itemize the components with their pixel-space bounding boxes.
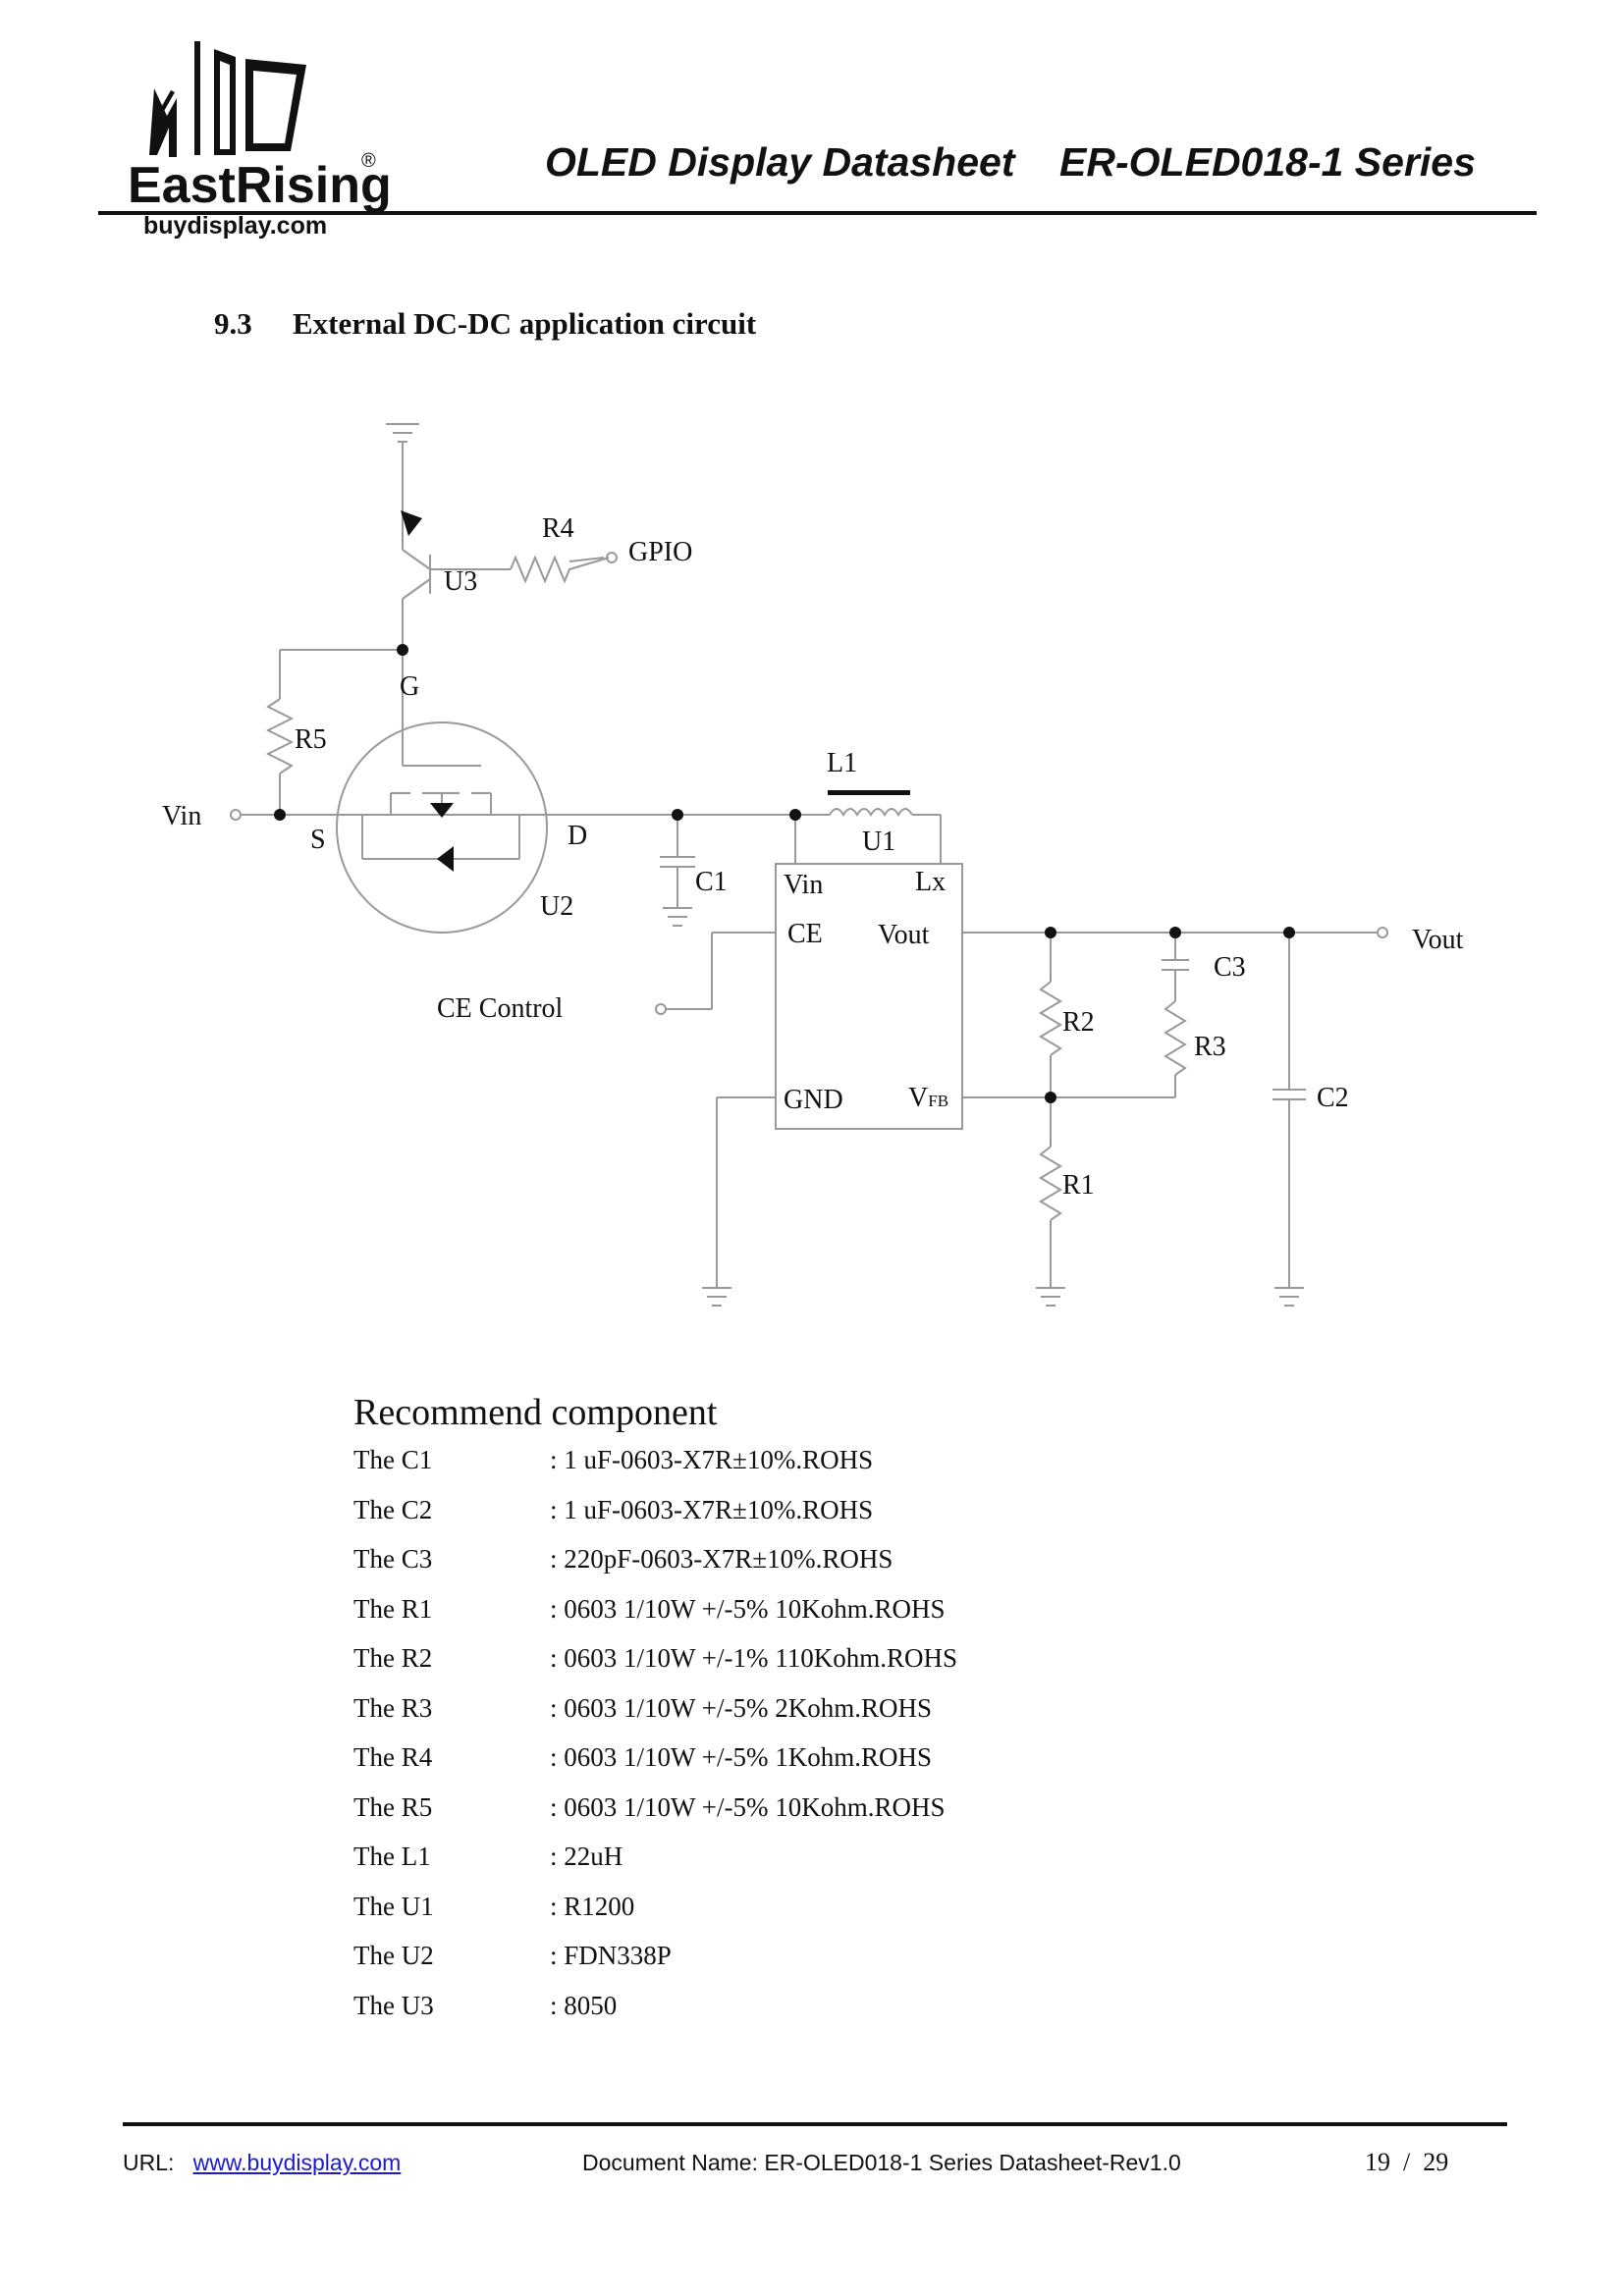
component-value: : 1 uF-0603-X7R±10%.ROHS	[550, 1494, 874, 1524]
component-value: : 0603 1/10W +/-5% 10Kohm.ROHS	[550, 1791, 946, 1822]
section-number: 9.3	[214, 306, 252, 341]
label-r5: R5	[295, 724, 327, 755]
list-item: The R1 : 0603 1/10W +/-5% 10Kohm.ROHS	[353, 1594, 1139, 1644]
label-u2: U2	[540, 891, 573, 922]
label-d: D	[568, 821, 587, 851]
label-u1-vout-pin: Vout	[878, 920, 930, 950]
list-item: The U3 : 8050	[353, 1991, 1139, 2041]
footer-document-name: Document Name: ER-OLED018-1 Series Datas…	[582, 2150, 1181, 2175]
page-number: 19 / 29	[1365, 2148, 1449, 2176]
component-name: The R5	[353, 1791, 433, 1822]
list-item: The U2 : FDN338P	[353, 1941, 1139, 1991]
component-name: The U1	[353, 1891, 434, 1921]
label-r3: R3	[1194, 1032, 1226, 1062]
recommend-component-list: The C1 : 1 uF-0603-X7R±10%.ROHS The C2 : 1…	[353, 1445, 1139, 2040]
component-value: : 0603 1/10W +/-1% 110Kohm.ROHS	[550, 1643, 957, 1673]
component-value: : 0603 1/10W +/-5% 10Kohm.ROHS	[550, 1593, 946, 1624]
component-value: : 1 uF-0603-X7R±10%.ROHS	[550, 1445, 874, 1474]
document-title: OLED Display Datasheet ER-OLED018-1 Seri…	[545, 139, 1476, 185]
component-name: The R4	[353, 1742, 433, 1772]
footer-url: URL: www.buydisplay.com	[123, 2150, 401, 2176]
component-value: : FDN338P	[550, 1941, 672, 1970]
component-name: The C1	[353, 1445, 433, 1474]
label-s: S	[310, 825, 326, 855]
list-item: The R5 : 0603 1/10W +/-5% 10Kohm.ROHS	[353, 1792, 1139, 1842]
label-u1-ce-pin: CE	[787, 919, 823, 949]
label-c1: C1	[695, 867, 728, 897]
label-r2: R2	[1062, 1007, 1095, 1038]
footer-url-link[interactable]: www.buydisplay.com	[192, 2150, 402, 2175]
label-gpio: GPIO	[628, 537, 692, 567]
component-name: The R2	[353, 1643, 433, 1673]
section-heading: 9.3 External DC-DC application circuit	[214, 306, 756, 342]
list-item: The L1 : 22uH	[353, 1842, 1139, 1892]
footer-rule	[123, 2122, 1507, 2126]
component-value: : 22uH	[550, 1842, 623, 1871]
list-item: The C3 : 220pF-0603-X7R±10%.ROHS	[353, 1544, 1139, 1594]
logo-mark-icon: EastRising ® buydisplay.com	[128, 41, 392, 240]
list-item: The R3 : 0603 1/10W +/-5% 2Kohm.ROHS	[353, 1693, 1139, 1743]
list-item: The U1 : R1200	[353, 1892, 1139, 1942]
label-c2: C2	[1317, 1083, 1349, 1113]
label-vin-input: Vin	[162, 801, 201, 831]
label-u1-vin-pin: Vin	[784, 870, 823, 900]
label-ce-control: CE Control	[437, 993, 564, 1024]
component-value: : 0603 1/10W +/-5% 2Kohm.ROHS	[550, 1692, 932, 1723]
component-value: : R1200	[550, 1891, 635, 1921]
component-name: The C3	[353, 1544, 433, 1574]
component-name: The L1	[353, 1842, 431, 1871]
component-value: : 220pF-0603-X7R±10%.ROHS	[550, 1544, 893, 1574]
list-item: The C1 : 1 uF-0603-X7R±10%.ROHS	[353, 1445, 1139, 1495]
label-r4: R4	[542, 513, 574, 544]
list-item: The R4 : 0603 1/10W +/-5% 1Kohm.ROHS	[353, 1742, 1139, 1792]
label-c3: C3	[1214, 952, 1246, 983]
component-name: The U2	[353, 1941, 434, 1970]
label-u3: U3	[444, 566, 477, 597]
list-item: The C2 : 1 uF-0603-X7R±10%.ROHS	[353, 1495, 1139, 1545]
logo-brand-text: EastRising	[128, 157, 392, 214]
label-g: G	[400, 671, 419, 702]
label-vout-output: Vout	[1412, 925, 1464, 955]
label-u1: U1	[862, 827, 895, 857]
eastrising-logo: EastRising ® buydisplay.com	[98, 29, 393, 245]
logo-registered-mark: ®	[361, 150, 376, 172]
component-name: The R3	[353, 1692, 433, 1723]
header-rule	[98, 211, 1537, 215]
component-value: : 0603 1/10W +/-5% 1Kohm.ROHS	[550, 1742, 932, 1772]
label-l1: L1	[827, 748, 857, 778]
label-u1-vfb-pin: VFB	[908, 1083, 948, 1113]
section-title: External DC-DC application circuit	[293, 306, 757, 341]
label-r1: R1	[1062, 1170, 1095, 1201]
recommend-component-heading: Recommend component	[353, 1392, 718, 1433]
list-item: The R2 : 0603 1/10W +/-1% 110Kohm.ROHS	[353, 1643, 1139, 1693]
footer-url-label: URL:	[123, 2150, 175, 2175]
component-name: The C2	[353, 1494, 433, 1524]
component-name: The U3	[353, 1990, 434, 2020]
component-value: : 8050	[550, 1990, 618, 2020]
label-u1-lx-pin: Lx	[915, 867, 946, 897]
logo-site-text: buydisplay.com	[143, 212, 327, 240]
component-name: The R1	[353, 1593, 433, 1624]
label-u1-gnd-pin: GND	[784, 1085, 843, 1115]
